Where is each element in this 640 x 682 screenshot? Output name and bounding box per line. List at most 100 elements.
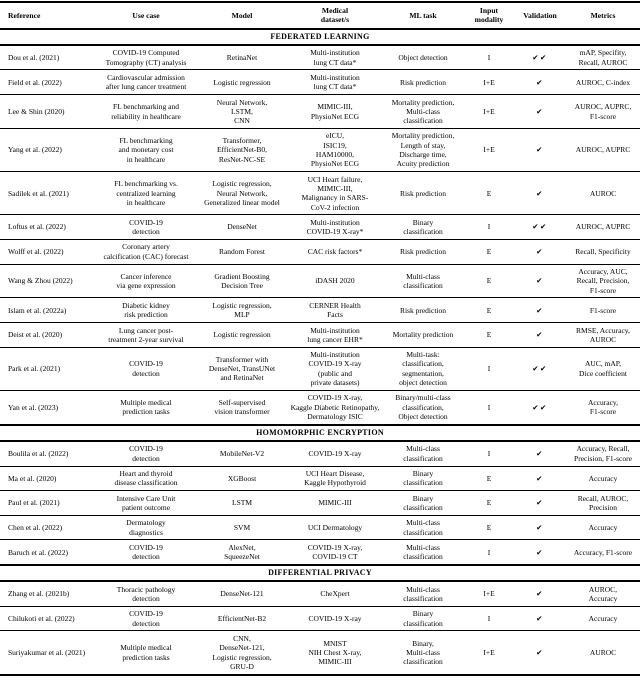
cell-medical-datasets: COVID-19 X-ray: [288, 440, 382, 467]
column-header-use-case: Use case: [96, 2, 196, 30]
cell-model: XGBoost: [196, 466, 288, 492]
cell-input-modality: E: [464, 239, 514, 265]
cell-medical-datasets: CAC risk factors*: [288, 239, 382, 265]
cell-model: DenseNet-121: [196, 581, 288, 607]
cell-metrics: Accuracy: [566, 466, 640, 492]
cell-validation: ✔: [514, 94, 566, 129]
table-row: Dou et al. (2021) COVID-19 Computed Tomog…: [0, 44, 640, 71]
cell-metrics: mAP, Specifity, Recall, AUROC: [566, 44, 640, 71]
cell-validation: ✔✔: [514, 44, 566, 71]
table-row: Suriyakumar et al. (2021) Multiple medica…: [0, 630, 640, 676]
cell-validation: ✔: [514, 239, 566, 265]
cell-model: Logistic regression, MLP: [196, 297, 288, 324]
cell-validation: ✔✔: [514, 347, 566, 391]
cell-input-modality: I: [464, 390, 514, 426]
cell-metrics: Accuracy, F1-score: [566, 539, 640, 566]
cell-validation: ✔: [514, 606, 566, 632]
cell-input-modality: E: [464, 466, 514, 492]
cell-input-modality: E: [464, 264, 514, 299]
cell-reference: Dou et al. (2021): [0, 44, 96, 71]
cell-validation: ✔: [514, 581, 566, 607]
cell-metrics: Recall, Specificity: [566, 239, 640, 265]
cell-medical-datasets: MNIST NIH Chest X-ray, MIMIC-III: [288, 630, 382, 676]
cell-medical-datasets: UCI Heart Disease, Kaggle Hypothyroid: [288, 466, 382, 492]
cell-metrics: AUROC, AUPRC, F1-score: [566, 94, 640, 129]
cell-input-modality: I: [464, 440, 514, 467]
cell-use-case: Intensive Care Unit patient outcome: [96, 490, 196, 516]
cell-model: Logistic regression: [196, 322, 288, 348]
cell-metrics: AUROC, AUPRC: [566, 214, 640, 240]
table-row: Chilukoti et al. (2022) COVID-19 detectio…: [0, 606, 640, 632]
cell-metrics: RMSE, Accuracy, AUROC: [566, 322, 640, 348]
cell-medical-datasets: eICU, ISIC19, HAM10000, PhysioNet ECG: [288, 128, 382, 173]
cell-validation: ✔: [514, 515, 566, 541]
cell-use-case: Heart and thyroid disease classification: [96, 466, 196, 492]
cell-validation: ✔: [514, 440, 566, 467]
cell-use-case: COVID-19 detection: [96, 440, 196, 467]
cell-ml-task: Binary classification: [382, 466, 464, 492]
cell-ml-task: Multi-task: classification, segmentation…: [382, 347, 464, 391]
cell-reference: Wolff et al. (2022): [0, 239, 96, 265]
cell-validation: ✔✔: [514, 214, 566, 240]
cell-reference: Lee & Shin (2020): [0, 94, 96, 129]
column-header-validation: Validation: [514, 2, 566, 30]
cell-model: Gradient Boosting Decision Tree: [196, 264, 288, 299]
table-row: Wolff et al. (2022) Coronary artery calci…: [0, 239, 640, 265]
cell-medical-datasets: Multi-institution lung cancer EHR*: [288, 322, 382, 348]
cell-medical-datasets: UCI Heart failure, MIMIC-III, Malignancy…: [288, 171, 382, 216]
cell-ml-task: Object detection: [382, 44, 464, 71]
cell-reference: Yang et al. (2022): [0, 128, 96, 173]
cell-reference: Loftus et al. (2022): [0, 214, 96, 240]
table-row: Baruch et al. (2022) COVID-19 detection Al…: [0, 539, 640, 566]
cell-reference: Sadilek et al. (2021): [0, 171, 96, 216]
cell-use-case: Cancer inference via gene expression: [96, 264, 196, 299]
table-row: Wang & Zhou (2022) Cancer inference via g…: [0, 264, 640, 299]
table-row: Park et al. (2021) COVID-19 detection Tran…: [0, 347, 640, 391]
cell-metrics: F1-score: [566, 297, 640, 324]
cell-metrics: Accuracy, AUC, Recall, Precision, F1-sco…: [566, 264, 640, 299]
table-row: Deist et al. (2020) Lung cancer post- tre…: [0, 322, 640, 348]
cell-model: MobileNet-V2: [196, 440, 288, 467]
cell-validation: ✔: [514, 128, 566, 173]
cell-input-modality: I+E: [464, 581, 514, 607]
cell-reference: Chilukoti et al. (2022): [0, 606, 96, 632]
table-body: FEDERATED LEARNING Dou et al. (2021) COVID…: [0, 27, 640, 676]
cell-model: CNN, DenseNet-121, Logistic regression, …: [196, 630, 288, 676]
column-header-medical-datasets: Medical dataset/s: [288, 2, 382, 30]
cell-metrics: Accuracy: [566, 606, 640, 632]
cell-ml-task: Multi-class classification: [382, 581, 464, 607]
cell-input-modality: I: [464, 539, 514, 566]
cell-metrics: Accuracy, F1-score: [566, 390, 640, 426]
cell-ml-task: Risk prediction: [382, 239, 464, 265]
cell-use-case: FL benchmarking and reliability in healt…: [96, 94, 196, 129]
cell-metrics: AUROC: [566, 630, 640, 676]
column-header-metrics: Metrics: [566, 2, 640, 30]
cell-ml-task: Binary classification: [382, 214, 464, 240]
cell-input-modality: E: [464, 322, 514, 348]
cell-model: AlexNet, SqueezeNet: [196, 539, 288, 566]
cell-metrics: Recall, AUROC, Precision: [566, 490, 640, 516]
table-row: Field et al. (2022) Cardiovascular admiss…: [0, 69, 640, 96]
cell-reference: Baruch et al. (2022): [0, 539, 96, 566]
cell-medical-datasets: COVID-19 X-ray: [288, 606, 382, 632]
cell-use-case: Diabetic kidney risk prediction: [96, 297, 196, 324]
cell-reference: Paul et al. (2021): [0, 490, 96, 516]
cell-input-modality: I+E: [464, 128, 514, 173]
cell-use-case: Dermatology diagnostics: [96, 515, 196, 541]
cell-medical-datasets: CheXpert: [288, 581, 382, 607]
cell-medical-datasets: Multi-institution COVID-19 X-ray*: [288, 214, 382, 240]
table-row: Yang et al. (2022) FL benchmarking and mo…: [0, 128, 640, 173]
cell-ml-task: Mortality prediction, Multi-class classi…: [382, 94, 464, 129]
cell-input-modality: I: [464, 347, 514, 391]
cell-ml-task: Multi-class classification: [382, 264, 464, 299]
cell-input-modality: I+E: [464, 630, 514, 676]
column-header-ml-task: ML task: [382, 2, 464, 30]
table-row: Zhang et al. (2021b) Thoracic pathology d…: [0, 581, 640, 607]
cell-input-modality: I: [464, 44, 514, 71]
cell-model: Random Forest: [196, 239, 288, 265]
cell-metrics: Accuracy, Recall, Precision, F1-score: [566, 440, 640, 467]
cell-reference: Deist et al. (2020): [0, 322, 96, 348]
cell-validation: ✔: [514, 490, 566, 516]
cell-ml-task: Risk prediction: [382, 171, 464, 216]
